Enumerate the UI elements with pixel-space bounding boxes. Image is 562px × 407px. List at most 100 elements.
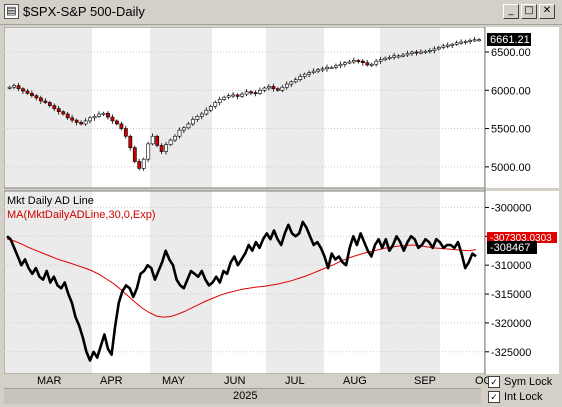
candle bbox=[110, 116, 115, 122]
candle bbox=[253, 92, 258, 95]
candle bbox=[459, 41, 464, 44]
month-band bbox=[266, 191, 324, 374]
candle bbox=[65, 113, 70, 119]
candle bbox=[177, 129, 182, 137]
close-icon[interactable]: ✕ bbox=[539, 4, 555, 19]
candle bbox=[186, 123, 191, 129]
indicator-tick-label: -320000 bbox=[491, 318, 531, 330]
sym-lock-label: Sym Lock bbox=[504, 376, 553, 388]
candle bbox=[356, 60, 361, 62]
candle bbox=[39, 97, 43, 102]
candle bbox=[365, 62, 370, 66]
window-title: $SPX-S&P 500-Daily bbox=[23, 4, 145, 19]
candle bbox=[392, 55, 397, 58]
candle bbox=[329, 66, 334, 69]
minimize-icon[interactable]: _ bbox=[503, 4, 519, 19]
maximize-icon[interactable]: □ bbox=[521, 4, 537, 19]
candle bbox=[369, 63, 374, 66]
candle bbox=[383, 57, 388, 60]
year-strip: 2025 bbox=[4, 388, 481, 404]
candle bbox=[199, 113, 204, 117]
month-band bbox=[212, 27, 266, 188]
candle bbox=[423, 50, 428, 53]
candle bbox=[132, 147, 137, 162]
candle bbox=[352, 60, 356, 63]
candle bbox=[213, 102, 218, 107]
month-band bbox=[4, 27, 92, 188]
candle bbox=[249, 91, 253, 94]
candle bbox=[92, 116, 97, 119]
price-tick-label: 5000.00 bbox=[491, 162, 531, 174]
candle bbox=[34, 95, 39, 99]
candle bbox=[280, 86, 285, 91]
candle bbox=[56, 108, 61, 113]
candle bbox=[119, 123, 124, 129]
candle bbox=[7, 86, 12, 89]
candle bbox=[141, 158, 146, 169]
month-band bbox=[324, 191, 380, 374]
candle bbox=[378, 59, 383, 62]
candle bbox=[115, 120, 119, 125]
candle bbox=[123, 128, 128, 137]
sym-lock-checkbox[interactable]: ✓ bbox=[488, 376, 500, 389]
candle bbox=[401, 54, 406, 57]
candle bbox=[334, 65, 338, 68]
bottom-bar: 2025 bbox=[0, 387, 562, 407]
chart-app-icon[interactable]: ▤ bbox=[4, 4, 19, 19]
candle bbox=[101, 112, 106, 115]
candle bbox=[298, 76, 303, 80]
candle bbox=[164, 144, 169, 152]
price-tick-label: 6000.00 bbox=[491, 85, 531, 97]
month-band bbox=[324, 27, 380, 188]
candle bbox=[74, 119, 79, 123]
candle bbox=[441, 45, 446, 48]
month-band bbox=[380, 191, 440, 374]
candle bbox=[311, 70, 316, 73]
month-band bbox=[150, 191, 212, 374]
candle bbox=[222, 96, 227, 100]
month-band bbox=[4, 191, 92, 374]
month-label: JUN bbox=[224, 375, 245, 387]
candle bbox=[88, 117, 92, 122]
ad-series-line bbox=[6, 220, 477, 362]
month-label: AUG bbox=[343, 375, 367, 387]
month-label: MAR bbox=[37, 375, 62, 387]
candle bbox=[463, 40, 468, 43]
month-band bbox=[150, 27, 212, 188]
candle bbox=[284, 83, 289, 88]
candle bbox=[468, 40, 473, 42]
candle bbox=[293, 79, 298, 83]
candle bbox=[419, 51, 423, 54]
sym-lock-toggle[interactable]: ✓ Sym Lock bbox=[488, 376, 558, 389]
candle bbox=[289, 81, 294, 85]
month-label: OC bbox=[475, 375, 492, 387]
indicator-tick-label: -310000 bbox=[491, 260, 531, 272]
candle bbox=[414, 51, 419, 54]
candle bbox=[146, 143, 151, 160]
candle bbox=[405, 53, 410, 56]
int-lock-checkbox[interactable]: ✓ bbox=[488, 391, 500, 404]
candle bbox=[262, 87, 267, 91]
candle bbox=[208, 106, 213, 111]
candle bbox=[168, 139, 173, 145]
indicator-tick-label: -315000 bbox=[491, 289, 531, 301]
month-band bbox=[380, 27, 440, 188]
candle bbox=[52, 105, 57, 109]
int-lock-label: Int Lock bbox=[504, 391, 543, 403]
candle bbox=[159, 145, 164, 152]
month-band bbox=[440, 27, 484, 188]
candle bbox=[387, 57, 392, 59]
candle bbox=[325, 66, 329, 70]
title-bar[interactable]: ▤ $SPX-S&P 500-Daily _ □ ✕ bbox=[0, 0, 562, 25]
candle bbox=[128, 135, 133, 149]
candle bbox=[302, 73, 307, 77]
indicator-tick-label: -300000 bbox=[491, 202, 531, 214]
candle bbox=[83, 120, 88, 125]
candle bbox=[25, 90, 30, 94]
candle bbox=[432, 48, 437, 51]
int-lock-toggle[interactable]: ✓ Int Lock bbox=[488, 391, 558, 404]
candle bbox=[477, 39, 482, 42]
price-tick-label: 6500.00 bbox=[491, 47, 531, 59]
candle bbox=[137, 161, 142, 169]
candle bbox=[240, 93, 245, 97]
